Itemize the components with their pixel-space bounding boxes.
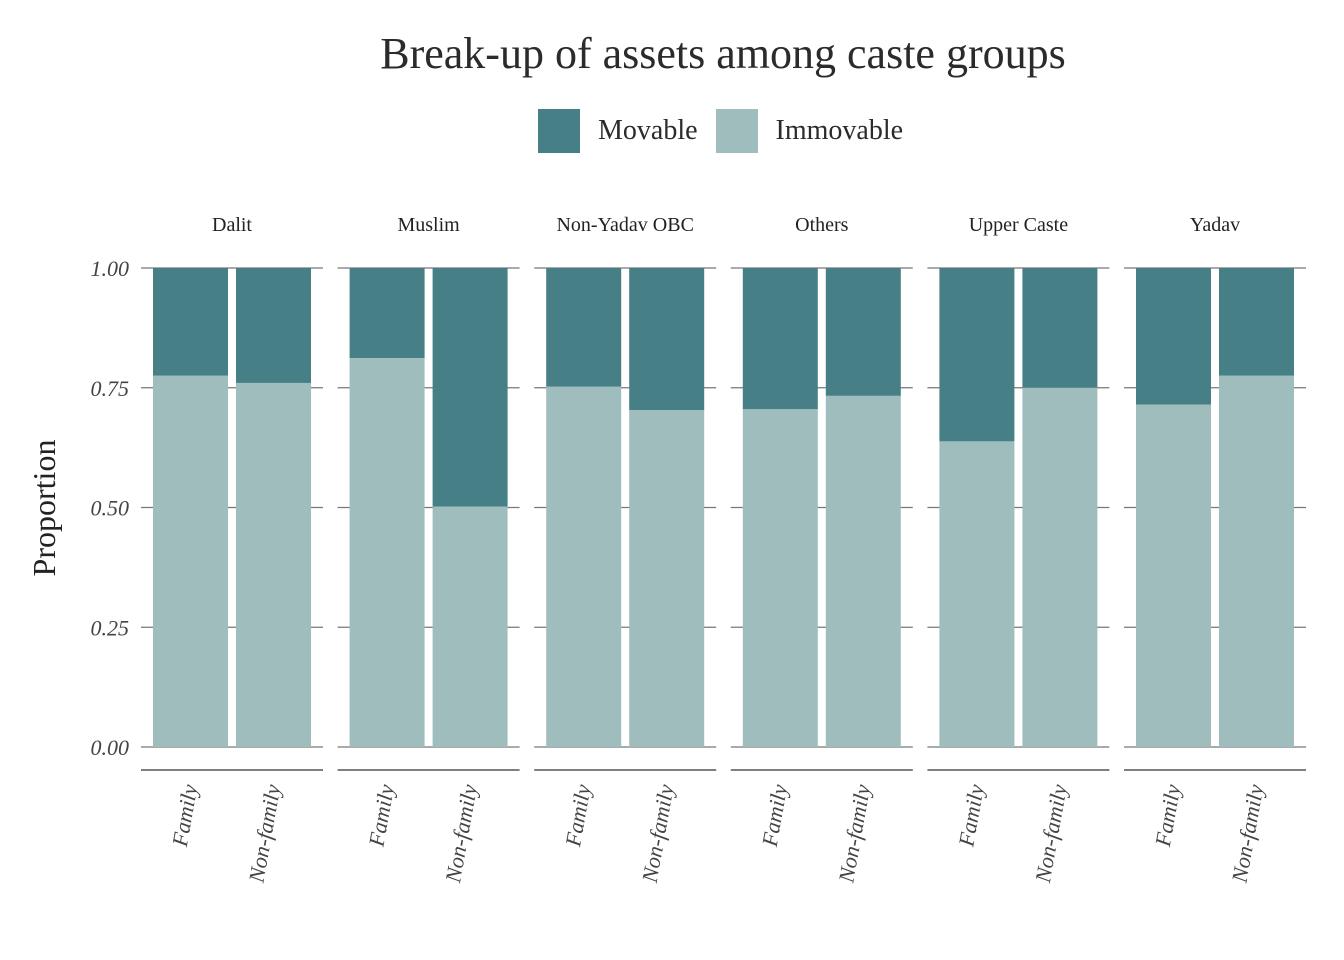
- legend: Movable Immovable: [538, 108, 921, 154]
- bar-immovable: [939, 441, 1015, 747]
- x-tick-label: Family: [1150, 782, 1186, 849]
- y-axis-title: Proportion: [26, 440, 62, 577]
- y-tick-label: 0.25: [91, 615, 130, 640]
- bar-movable: [939, 268, 1015, 442]
- bar-immovable: [432, 506, 508, 747]
- bar-movable: [1022, 268, 1098, 388]
- y-tick-label: 0.50: [91, 496, 130, 521]
- x-tick-label: Non-family: [1030, 782, 1072, 885]
- y-tick-label: 0.00: [91, 735, 130, 760]
- x-tick-label: Family: [560, 782, 596, 849]
- bar-movable: [153, 268, 228, 376]
- x-tick-label: Non-family: [440, 782, 482, 885]
- bar-immovable: [1022, 387, 1098, 747]
- bar-movable: [432, 268, 508, 507]
- x-tick-label: Non-family: [1226, 782, 1268, 885]
- bar-movable: [825, 268, 901, 396]
- x-tick-label: Non-family: [243, 782, 285, 885]
- bar-movable: [349, 268, 425, 359]
- facet-label-non-yadav-obc: Non-Yadav OBC: [556, 214, 693, 236]
- x-tick-label: Family: [953, 782, 989, 849]
- x-tick-label: Family: [757, 782, 793, 849]
- bar-immovable: [153, 375, 228, 747]
- x-tick-label: Family: [363, 782, 399, 849]
- bar-movable: [236, 268, 311, 383]
- facet-label-upper-caste: Upper Caste: [969, 214, 1069, 236]
- bar-immovable: [349, 358, 425, 747]
- bar-movable: [1219, 268, 1294, 376]
- x-tick-label: Non-family: [833, 782, 875, 885]
- legend-item-movable: Movable: [538, 109, 698, 153]
- bar-immovable: [629, 410, 705, 747]
- bar-immovable: [742, 409, 818, 747]
- y-tick-label: 0.75: [91, 376, 130, 401]
- bar-movable: [742, 268, 818, 410]
- bar-immovable: [546, 386, 622, 747]
- legend-label-movable: Movable: [598, 115, 698, 146]
- chart-title: Break-up of assets among caste groups: [380, 29, 1066, 78]
- x-tick-label: Non-family: [637, 782, 679, 885]
- legend-item-immovable: Immovable: [715, 109, 904, 153]
- bar-immovable: [236, 382, 311, 747]
- x-tick-label: Family: [167, 782, 203, 849]
- legend-label-immovable: Immovable: [775, 115, 904, 146]
- legend-swatch-immovable: [715, 109, 758, 153]
- bar-immovable: [825, 395, 901, 747]
- facet-label-others: Others: [795, 214, 849, 236]
- bar-immovable: [1136, 404, 1211, 747]
- facet-label-muslim: Muslim: [397, 214, 460, 236]
- y-tick-label: 1.00: [91, 256, 130, 281]
- bar-movable: [629, 268, 705, 411]
- facet-label-yadav: Yadav: [1190, 214, 1240, 236]
- facet-label-dalit: Dalit: [212, 214, 252, 236]
- legend-swatch-movable: [538, 109, 580, 153]
- bar-immovable: [1219, 375, 1294, 747]
- bar-movable: [546, 268, 622, 387]
- bar-movable: [1136, 268, 1211, 405]
